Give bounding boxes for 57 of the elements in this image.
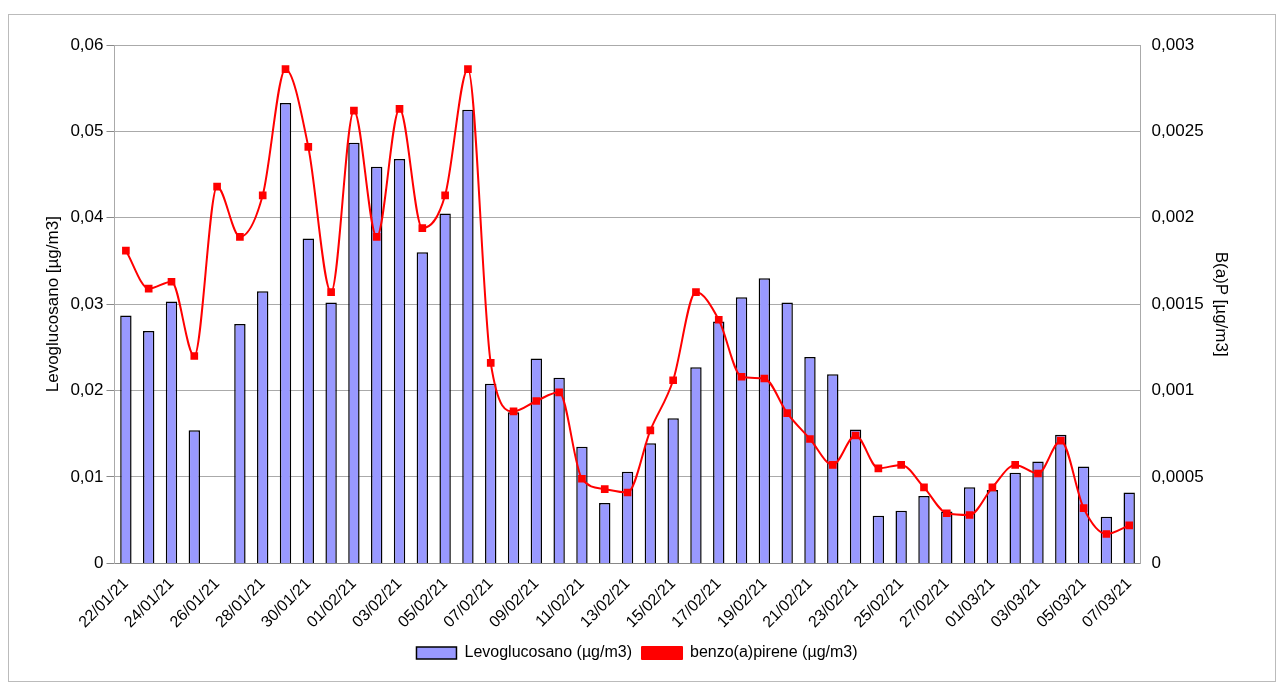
point — [464, 65, 472, 74]
point — [236, 232, 244, 241]
point — [1102, 530, 1111, 538]
point — [600, 485, 609, 493]
point — [372, 232, 381, 241]
point — [190, 352, 199, 360]
point — [714, 315, 723, 324]
point — [395, 105, 404, 113]
point — [1125, 521, 1134, 530]
point — [418, 224, 427, 232]
y-tick-label: 0,01 — [70, 466, 104, 486]
point — [304, 143, 313, 151]
point — [281, 65, 290, 74]
y-tick-label: 0,04 — [70, 207, 104, 227]
point — [737, 372, 746, 381]
point — [942, 509, 951, 518]
y-tick-label: 0,02 — [70, 380, 104, 400]
y2-tick-label: 0,002 — [1151, 207, 1195, 227]
point — [1056, 436, 1065, 445]
y2-tick-label: 0,0015 — [1151, 293, 1204, 313]
point — [920, 483, 928, 492]
point — [1034, 469, 1042, 478]
legend-label: Levoglucosano (µg/m3) — [464, 643, 633, 661]
y2-tick-label: 0,0025 — [1151, 121, 1204, 141]
y2-tick-label: 0,003 — [1151, 34, 1195, 54]
y-tick-label: 0 — [94, 553, 104, 573]
point — [828, 461, 837, 469]
y-tick-label: 0,05 — [70, 121, 104, 141]
point — [783, 409, 791, 417]
y-axis-title: Levoglucosano [µg/m3] — [42, 216, 62, 393]
y2-tick-label: 0 — [1151, 553, 1162, 573]
point — [213, 182, 221, 191]
point — [532, 397, 541, 405]
point — [578, 474, 586, 483]
point — [122, 246, 130, 255]
point — [486, 359, 495, 367]
point — [441, 191, 449, 200]
y2-tick-label: 0,001 — [1151, 380, 1195, 400]
point — [555, 388, 563, 397]
point — [1079, 504, 1088, 512]
y-tick-label: 0,03 — [70, 293, 104, 313]
y2-tick-label: 0,0005 — [1151, 466, 1204, 486]
point — [167, 277, 176, 286]
point — [692, 288, 700, 296]
legend-label: benzo(a)pirene (µg/m3) — [690, 643, 858, 661]
point — [965, 511, 974, 519]
point — [897, 461, 906, 469]
point — [144, 284, 153, 293]
y2-axis-title: B(a)P [µg/m3] — [1212, 251, 1232, 357]
point — [327, 288, 335, 296]
point — [1011, 461, 1020, 469]
y-tick-label: 0,06 — [70, 34, 104, 54]
point — [350, 106, 358, 115]
point — [669, 376, 677, 385]
point — [806, 435, 814, 443]
point — [258, 191, 267, 200]
point — [509, 407, 518, 416]
